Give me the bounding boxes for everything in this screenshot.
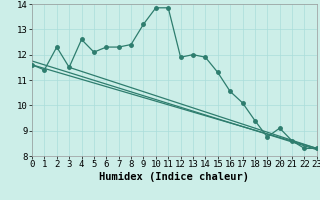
X-axis label: Humidex (Indice chaleur): Humidex (Indice chaleur) [100,172,249,182]
